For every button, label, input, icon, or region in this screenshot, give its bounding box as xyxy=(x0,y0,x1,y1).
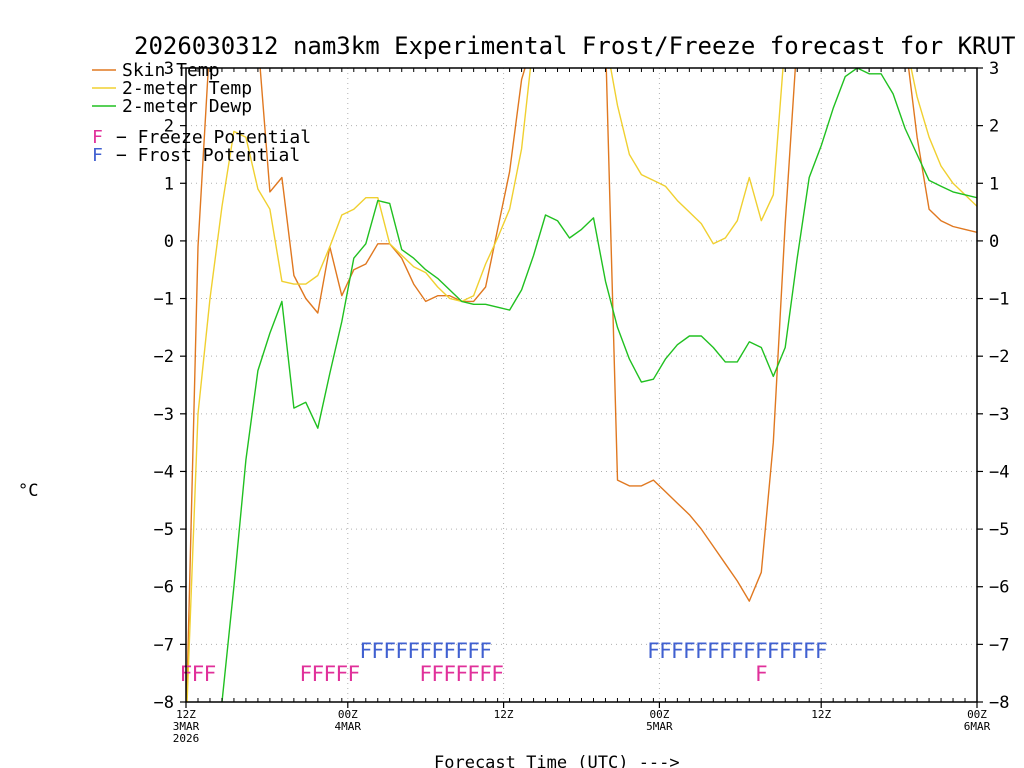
skin-temp-line xyxy=(186,68,977,702)
x-tick-label: 00Z xyxy=(649,708,669,721)
frost-marker: F xyxy=(479,639,492,663)
y-tick-label-left: −4 xyxy=(154,462,174,482)
legend-frost-potential-label: − Frost Potential xyxy=(116,145,300,166)
frost-marker: F xyxy=(419,639,432,663)
y-tick-label-left: −2 xyxy=(154,347,174,367)
grid-lines xyxy=(186,68,977,702)
x-tick-label: 12Z xyxy=(811,708,831,721)
potential-markers: F F F F F F F F F F F F F F F FF F F F F F F F F F F F F F F F F F F F F F F F… xyxy=(180,639,828,686)
frost-marker: F xyxy=(443,639,456,663)
freeze-marker: F xyxy=(192,662,205,686)
y-tick-label-right: −4 xyxy=(989,462,1009,482)
two-meter-dewp-line xyxy=(221,68,977,702)
y-tick-label-right: −1 xyxy=(989,290,1009,310)
frost-marker: F xyxy=(359,639,372,663)
x-tick-label: 00Z xyxy=(338,708,358,721)
frost-marker: F xyxy=(647,639,660,663)
y-tick-label-left: −5 xyxy=(154,520,174,540)
freeze-marker: F xyxy=(455,662,468,686)
freeze-marker: F xyxy=(347,662,360,686)
x-tick-sublabel: 3MAR xyxy=(173,720,200,733)
y-tick-label-right: −3 xyxy=(989,405,1009,425)
frost-marker: F xyxy=(731,639,744,663)
legend-two-meter-dewp-label: 2-meter Dewp xyxy=(122,96,252,117)
y-tick-label-right: 1 xyxy=(989,174,999,194)
x-tick-label: 12Z xyxy=(176,708,196,721)
legend-freeze-potential-label: − Freeze Potential xyxy=(116,127,311,148)
frost-marker: F xyxy=(371,639,384,663)
y-tick-label-right: −5 xyxy=(989,520,1009,540)
freeze-marker: F xyxy=(755,662,768,686)
freeze-marker: F xyxy=(300,662,313,686)
y-tick-label-left: 0 xyxy=(164,232,174,252)
frost-marker: F xyxy=(659,639,672,663)
y-tick-label-left: −7 xyxy=(154,635,174,655)
frost-marker: F xyxy=(395,639,408,663)
frost-marker: F xyxy=(467,639,480,663)
plot-frame xyxy=(185,67,978,703)
frost-marker: F xyxy=(707,639,720,663)
chart-title: 2026030312 nam3km Experimental Frost/Fre… xyxy=(134,32,1015,60)
freeze-marker: F xyxy=(491,662,504,686)
frost-marker: F xyxy=(695,639,708,663)
frost-marker: F xyxy=(815,639,828,663)
frost-marker: F xyxy=(407,639,420,663)
freeze-marker: F xyxy=(323,662,336,686)
legend-freeze-potential-glyph: F xyxy=(92,127,103,148)
y-tick-label-right: −2 xyxy=(989,347,1009,367)
freeze-marker: F xyxy=(204,662,217,686)
y-tick-label-left: 2 xyxy=(164,117,174,137)
y-tick-label-right: −8 xyxy=(989,693,1009,713)
frost-marker: F xyxy=(779,639,792,663)
freeze-marker: F xyxy=(443,662,456,686)
series-lines xyxy=(186,68,977,702)
x-tick-sublabel: 4MAR xyxy=(335,720,362,733)
frost-marker: F xyxy=(431,639,444,663)
frost-marker: F xyxy=(767,639,780,663)
y-tick-label-right: 3 xyxy=(989,59,999,79)
legend-skin-temp-label: Skin Temp xyxy=(122,60,220,81)
frost-marker: F xyxy=(755,639,768,663)
x-axis-label: Forecast Time (UTC) ---> xyxy=(434,753,680,768)
y-tick-label-right: −6 xyxy=(989,578,1009,598)
y-tick-label-left: 3 xyxy=(164,59,174,79)
freeze-marker: F xyxy=(312,662,325,686)
frost-marker: F xyxy=(383,639,396,663)
y-tick-label-left: −8 xyxy=(154,693,174,713)
freeze-marker: F xyxy=(479,662,492,686)
frost-marker: F xyxy=(671,639,684,663)
y-tick-label-left: 1 xyxy=(164,174,174,194)
freeze-marker: F xyxy=(419,662,432,686)
frost-marker: F xyxy=(719,639,732,663)
legend-frost-potential-glyph: F xyxy=(92,145,103,166)
frost-marker: F xyxy=(455,639,468,663)
y-tick-label-left: −3 xyxy=(154,405,174,425)
two-meter-temp-line xyxy=(186,68,977,702)
x-tick-sublabel: 6MAR xyxy=(964,720,991,733)
frost-marker: F xyxy=(791,639,804,663)
frost-marker: F xyxy=(803,639,816,663)
y-tick-label-right: 0 xyxy=(989,232,999,252)
x-tick-label: 00Z xyxy=(967,708,987,721)
y-tick-label-left: −1 xyxy=(154,290,174,310)
y-tick-label-right: −7 xyxy=(989,635,1009,655)
y-tick-label-left: −6 xyxy=(154,578,174,598)
legend-two-meter-temp-label: 2-meter Temp xyxy=(122,78,252,99)
freeze-marker: F xyxy=(431,662,444,686)
axes: −8 −8 −7 −7 −6 −6 −5 −5 −4 −4 −3 −3 −2 −2 −1 −1 0 0 1 1 2 2 3 3… xyxy=(154,59,1010,745)
frost-marker: F xyxy=(683,639,696,663)
y-axis-label: °C xyxy=(18,481,38,501)
y-tick-label-right: 2 xyxy=(989,117,999,137)
x-tick-sublabel: 5MAR xyxy=(646,720,673,733)
freeze-marker: F xyxy=(467,662,480,686)
x-tick-sublabel-year: 2026 xyxy=(173,732,200,745)
frost-marker: F xyxy=(743,639,756,663)
freeze-marker: F xyxy=(335,662,348,686)
x-tick-label: 12Z xyxy=(494,708,514,721)
